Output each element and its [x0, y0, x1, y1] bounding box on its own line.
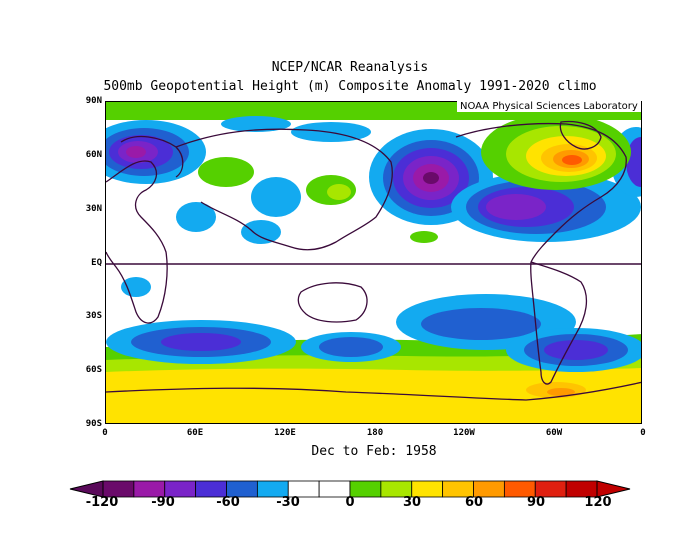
anomaly-map — [105, 101, 642, 424]
lat-tick: 90S — [85, 419, 102, 429]
colorbar-label: -90 — [151, 495, 175, 510]
south-indian-low — [106, 320, 296, 364]
colorbar-label: 0 — [345, 495, 355, 510]
antarctic-yellow-band — [106, 368, 641, 423]
lon-tick: 180 — [366, 428, 384, 438]
map-canvas — [106, 102, 641, 423]
figure-title: NCEP/NCAR Reanalysis — [271, 60, 429, 75]
south-atlantic-low — [506, 328, 641, 372]
atlantic-low — [451, 172, 641, 242]
lon-tick: 60W — [545, 428, 563, 438]
colorbar-label: -30 — [276, 495, 300, 510]
colorbar-label: 60 — [464, 495, 484, 510]
colorbar-label: -60 — [216, 495, 240, 510]
lat-tick: 30S — [85, 311, 102, 321]
lat-tick: 90N — [85, 96, 102, 106]
south-pacific-low — [301, 332, 401, 362]
lon-tick: 120E — [274, 428, 296, 438]
colorbar-label: 120 — [584, 495, 612, 510]
lon-tick: 120W — [453, 428, 475, 438]
eurasia-low — [106, 120, 206, 184]
season-label: Dec to Feb: 1958 — [311, 444, 437, 459]
credit-label: NOAA Physical Sciences Laboratory — [457, 101, 641, 112]
lat-tick: 30N — [85, 204, 102, 214]
colorbar-label: -120 — [85, 495, 119, 510]
lat-tick: EQ — [91, 258, 102, 268]
lat-tick: 60N — [85, 150, 102, 160]
lon-tick: 60E — [186, 428, 204, 438]
lat-tick: 60S — [85, 365, 102, 375]
canada-high — [481, 114, 631, 190]
lon-tick: 0 — [640, 428, 646, 438]
colorbar-label: 30 — [402, 495, 422, 510]
coastlines — [106, 120, 641, 401]
colorbar-label: 90 — [526, 495, 546, 510]
figure-subtitle: 500mb Geopotential Height (m) Composite … — [103, 79, 597, 94]
lon-tick: 0 — [102, 428, 108, 438]
